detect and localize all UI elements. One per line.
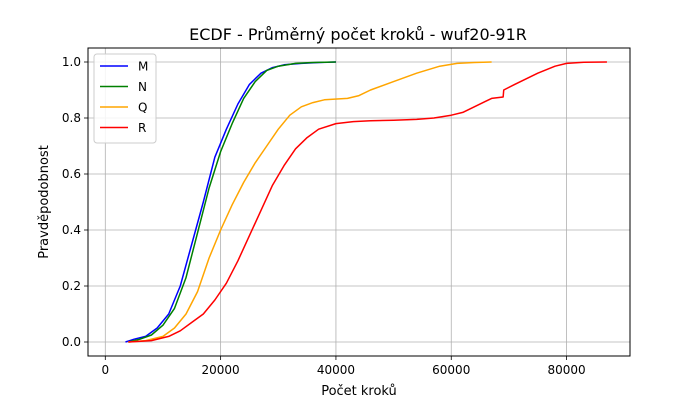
series-lines — [125, 61, 607, 343]
y-tick-label: 0.6 — [62, 167, 81, 181]
x-tick-label: 0 — [101, 363, 109, 377]
y-tick-label: 1.0 — [62, 55, 81, 69]
series-line-n — [128, 61, 336, 343]
series-line-r — [128, 61, 607, 343]
x-tick-label: 80000 — [547, 363, 585, 377]
series-line-q — [128, 61, 492, 343]
plot-area-frame — [87, 47, 631, 357]
legend-label-n: N — [138, 80, 147, 94]
y-tick-label: 0.4 — [62, 223, 81, 237]
y-axis-ticks: 0.0 0.2 0.4 0.6 0.8 1.0 — [62, 55, 88, 349]
legend-label-q: Q — [138, 101, 147, 115]
x-axis-ticks: 0 20000 40000 60000 80000 — [101, 356, 586, 377]
x-tick-label: 20000 — [202, 363, 240, 377]
legend-label-r: R — [138, 121, 146, 135]
legend-box — [93, 53, 157, 144]
y-axis-label: Pravděpodobnost — [37, 145, 52, 259]
y-tick-label: 0.8 — [62, 111, 81, 125]
y-tick-label: 0.0 — [62, 335, 81, 349]
chart-title: ECDF - Průměrný počet kroků - wuf20-91R — [189, 25, 527, 44]
x-axis-label: Počet kroků — [321, 384, 397, 399]
x-tick-label: 40000 — [317, 363, 355, 377]
x-tick-label: 60000 — [432, 363, 470, 377]
y-tick-label: 0.2 — [62, 279, 81, 293]
legend-label-m: M — [138, 60, 148, 74]
